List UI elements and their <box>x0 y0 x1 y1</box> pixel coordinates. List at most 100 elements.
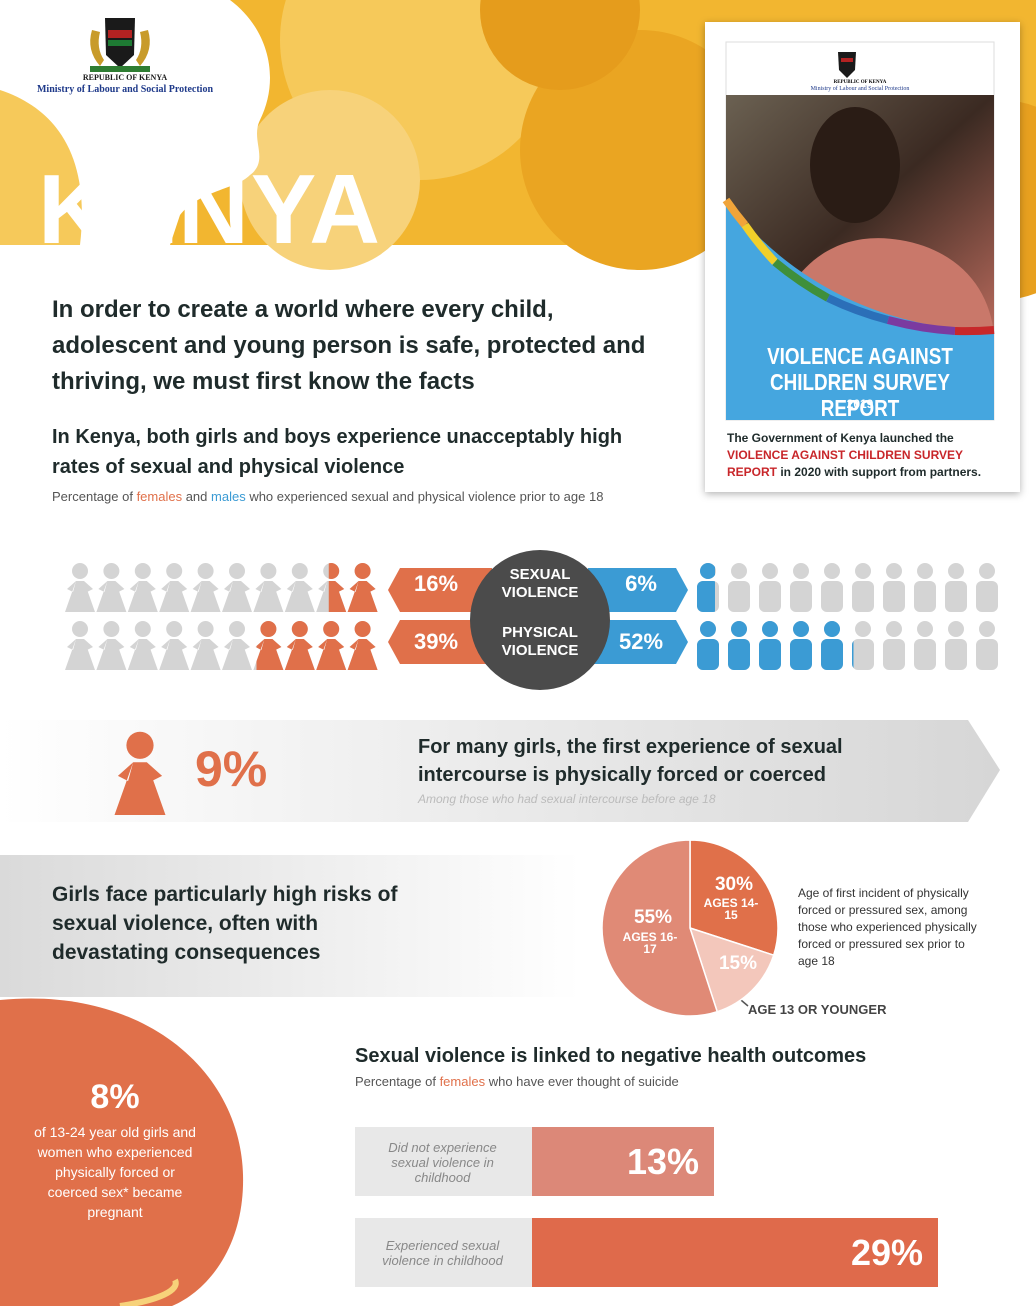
icon-head <box>260 563 277 579</box>
icon-head <box>731 563 747 579</box>
icon-body <box>284 639 315 670</box>
icon-body <box>790 581 812 612</box>
female-value: 16% <box>413 571 459 596</box>
pie-category: AGES 16-17 <box>622 930 678 956</box>
icon-body <box>697 581 716 612</box>
icon-head <box>197 563 214 579</box>
icon-body <box>914 581 936 612</box>
icon-head <box>979 563 995 579</box>
subtitle-male: males <box>211 489 246 504</box>
icon-body <box>96 639 127 670</box>
icon-body <box>728 581 750 612</box>
male-value: 52% <box>618 629 664 654</box>
icon-body <box>190 581 221 612</box>
icon-head <box>700 621 716 637</box>
big-title: KENYA <box>38 154 383 264</box>
centre-shapes <box>388 550 688 690</box>
icon-head <box>229 621 245 637</box>
icon-body <box>253 581 284 612</box>
pie-slice <box>689 839 779 957</box>
caption-text: The Government of Kenya launched the <box>727 431 954 445</box>
subtitle-text: Percentage of <box>52 489 137 504</box>
icon-body <box>790 639 812 670</box>
republic: REPUBLIC OF KENYA <box>82 73 168 82</box>
forced-value: 9% <box>195 741 268 797</box>
icon-head <box>948 563 964 579</box>
icon-head <box>103 563 120 579</box>
icon-body <box>347 639 378 670</box>
bar <box>532 1218 938 1287</box>
subtitle-female: females <box>439 1074 486 1089</box>
icon-head <box>824 563 840 579</box>
report-cover <box>705 22 1020 492</box>
icon-body <box>852 581 874 612</box>
icon-body <box>976 581 998 612</box>
icon-head <box>291 563 308 579</box>
icon-head <box>166 563 183 579</box>
icon-head <box>126 731 154 759</box>
icon-head <box>229 563 245 579</box>
icon-body <box>976 639 998 670</box>
icon-head <box>855 563 871 579</box>
pie-value: 55% <box>633 907 673 928</box>
icon-body <box>222 581 252 612</box>
icon-body <box>65 639 95 670</box>
subtitle-text: and <box>182 489 212 504</box>
health-heading: Sexual violence is linked to negative he… <box>355 1045 867 1067</box>
icon-head <box>793 563 809 579</box>
icon-body <box>284 581 315 612</box>
icon-body <box>127 581 158 612</box>
forced-icon <box>114 731 166 815</box>
male-icons <box>697 563 998 612</box>
violence-subtitle: Percentage of females and males who expe… <box>52 489 603 504</box>
pie-category: AGES 14-15 <box>703 896 759 922</box>
subtitle-text: who have ever thought of suicide <box>485 1074 679 1089</box>
pie-value: 30% <box>714 874 754 895</box>
decor <box>119 1278 179 1306</box>
icon-body <box>96 581 127 612</box>
caption-highlight: VIOLENCE AGAINST CHILDREN SURVEY REPORT <box>727 448 963 479</box>
icon-head <box>886 563 902 579</box>
icon-head <box>197 621 214 637</box>
forced-band <box>0 720 1000 822</box>
cover-ministry: Ministry of Labour and Social Protection <box>810 86 910 92</box>
icon-head <box>354 621 371 637</box>
icon-body <box>347 581 378 612</box>
icon-head <box>72 621 88 637</box>
icon-head <box>793 621 809 637</box>
subtitle-text: who experienced sexual and physical viol… <box>245 489 604 504</box>
pregnant-value: 8% <box>90 1078 140 1116</box>
bar-category: Did not experience sexual violence in ch… <box>388 1139 497 1185</box>
cover-title: VIOLENCE AGAINST CHILDREN SURVEY REPORT <box>767 343 953 421</box>
pie-slice <box>601 839 719 1017</box>
icon-head <box>354 563 371 579</box>
icon-body <box>852 641 854 668</box>
icon-body <box>945 581 967 612</box>
icon-head <box>323 621 340 637</box>
icon-head <box>824 621 840 637</box>
icon-body <box>759 639 781 670</box>
icon-body <box>159 581 190 612</box>
icon-body <box>914 639 936 670</box>
bar-value: 29% <box>850 1232 923 1273</box>
icon-head <box>260 621 277 637</box>
intro: In order to create a world where every c… <box>52 296 646 395</box>
female-value: 39% <box>413 629 459 654</box>
pie-description: Age of first incident of physically forc… <box>798 886 977 968</box>
icon-head <box>134 563 151 579</box>
icon-body <box>697 639 719 670</box>
icon-body <box>759 581 781 612</box>
icon-body <box>190 639 221 670</box>
icon-head <box>762 563 778 579</box>
icon-body <box>114 762 166 815</box>
violence-type: SEXUAL VIOLENCE <box>501 566 579 601</box>
male-fill <box>697 621 854 670</box>
bar-category: Experienced sexual violence in childhood <box>382 1238 503 1268</box>
icon-head <box>917 621 933 637</box>
risk-heading: Girls face particularly high risks of se… <box>52 883 398 964</box>
male-value: 6% <box>625 571 657 596</box>
bar-value: 13% <box>626 1141 699 1182</box>
icon-body <box>728 639 750 670</box>
male-fill <box>697 563 716 612</box>
